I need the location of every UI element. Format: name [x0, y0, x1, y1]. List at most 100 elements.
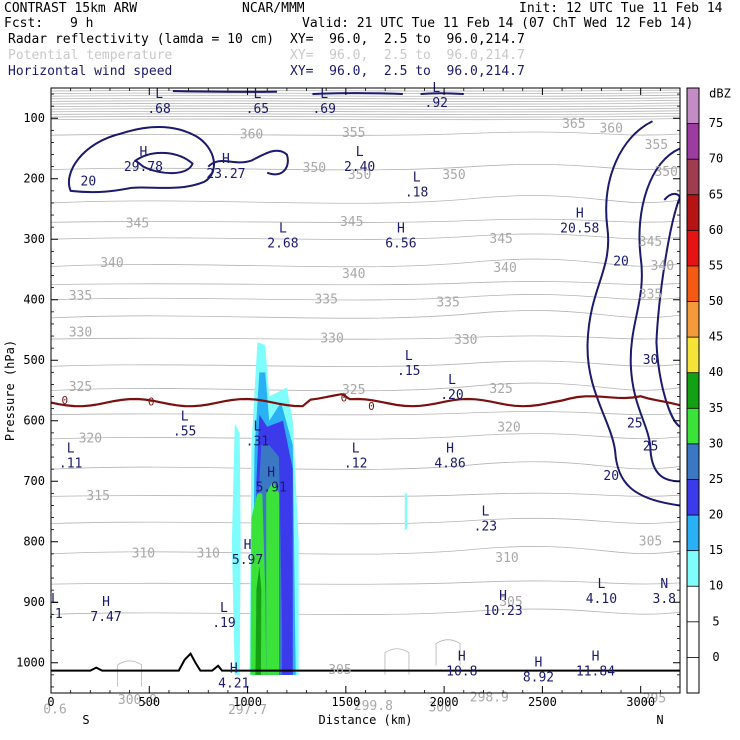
- extremum-type: H: [592, 649, 600, 664]
- colorbar-band: [687, 550, 699, 587]
- reflectivity-cell: [404, 493, 408, 530]
- theta-label: 297.7: [228, 703, 267, 718]
- extremum-type: L: [220, 601, 228, 616]
- theta-label: 325: [69, 380, 92, 395]
- field-theta-name: Potential temperature: [8, 48, 173, 63]
- x-tick-label: 2500: [528, 695, 557, 709]
- extremum-type: H: [397, 222, 405, 237]
- north-end-label: N: [656, 713, 663, 727]
- theta-contour: [51, 131, 680, 136]
- theta-label: 330: [454, 333, 477, 348]
- wind-extremum: L.11: [59, 441, 82, 471]
- colorbar-band: [687, 372, 699, 409]
- extremum-type: H: [222, 152, 230, 167]
- y-tick-label: 1000: [16, 655, 45, 669]
- extremum-type: L: [279, 222, 287, 237]
- wind-extremum: N3.8: [653, 577, 676, 607]
- extremum-value: .31: [246, 435, 269, 450]
- freezing-level: [51, 392, 680, 408]
- theta-label: 320: [497, 421, 520, 436]
- wind-extremum: H6.56: [385, 222, 416, 252]
- extremum-type: H: [458, 649, 466, 664]
- forecast-label: Fcst:: [4, 16, 44, 31]
- wind-contour: [207, 149, 289, 176]
- theta-label: 305: [328, 663, 351, 678]
- field-theta-xy: XY= 96.0, 2.5 to 96.0,214.7: [290, 48, 525, 63]
- wind-contour-label: 25: [627, 416, 643, 431]
- field-wind-xy: XY= 96.0, 2.5 to 96.0,214.7: [290, 64, 525, 79]
- wind-contour-label: 20: [81, 174, 97, 189]
- extremum-value: 4.86: [434, 456, 465, 471]
- wind-contour: [629, 147, 680, 483]
- extremum-type: L: [253, 420, 261, 435]
- theta-contour: [51, 100, 680, 102]
- extremum-value: .92: [425, 96, 448, 111]
- theta-label: 325: [489, 382, 512, 397]
- theta-contour: [51, 608, 680, 615]
- colorbar-band: [687, 159, 699, 195]
- extremum-value: .15: [397, 364, 420, 379]
- freezing-level-label: 0: [148, 396, 155, 409]
- extremum-value: 7.47: [90, 610, 121, 625]
- extremum-type: H: [230, 662, 238, 677]
- extremum-type: L: [253, 87, 261, 102]
- x-tick-label: 0: [47, 695, 54, 709]
- theta-contour: [51, 517, 680, 525]
- freezing-level-label: 0: [61, 394, 68, 407]
- x-tick-label: 3000: [626, 695, 655, 709]
- field-reflectivity-xy: XY= 96.0, 2.5 to 96.0,214.7: [290, 32, 525, 47]
- colorbar-label: 30: [709, 436, 723, 450]
- theta-contour: [51, 113, 680, 115]
- reflectivity-cell: [231, 423, 241, 675]
- theta-contour: [51, 258, 680, 268]
- potential-temperature-contours: [51, 89, 680, 687]
- contour-labels: 360 355 365 360 355 350 350 350 350 345 345 345 345 3…: [43, 81, 678, 718]
- theta-label: 360: [599, 122, 622, 137]
- wind-extremum: L.65: [246, 87, 269, 117]
- colorbar-band: [687, 479, 699, 516]
- theta-contour: [51, 218, 680, 223]
- colorbar-band: [687, 586, 699, 622]
- theta-label: 320: [79, 431, 102, 446]
- theta-contour: [51, 97, 680, 100]
- theta-label: 330: [69, 326, 92, 341]
- colorbar-label: 15: [709, 543, 723, 557]
- theta-contour: [51, 546, 680, 555]
- wind-extremum: L.1: [47, 592, 63, 622]
- extremum-value: 20.58: [560, 222, 599, 237]
- extremum-value: .69: [312, 102, 335, 117]
- theta-contour: [51, 94, 680, 97]
- colorbar-label: 55: [709, 258, 723, 272]
- x-tick-label: 2000: [430, 695, 459, 709]
- theta-contour: [51, 461, 680, 470]
- colorbar-band: [687, 621, 699, 658]
- freezing-level-label: 0: [341, 391, 348, 404]
- extremum-type: L: [597, 577, 605, 592]
- reflectivity-cell: [266, 481, 280, 675]
- theta-label: 345: [126, 217, 149, 232]
- theta-contour: [51, 110, 680, 113]
- extremum-value: .23: [474, 519, 497, 534]
- colorbar-band: [687, 230, 699, 266]
- extremum-value: 3.8: [653, 592, 676, 607]
- theta-label: 365: [562, 117, 585, 132]
- extremum-value: 6.56: [385, 237, 416, 252]
- colorbar-label: 65: [709, 187, 723, 201]
- colorbar-label: 25: [709, 472, 723, 486]
- extremum-value: .12: [344, 456, 367, 471]
- colorbar-label: 70: [709, 152, 723, 166]
- colorbar-band: [687, 443, 699, 480]
- reflectivity-fill: [231, 342, 408, 675]
- extremum-type: L: [352, 441, 360, 456]
- theta-contour: [117, 660, 143, 687]
- theta-contour: [51, 281, 680, 286]
- y-tick-label: 200: [23, 171, 45, 185]
- colorbar-label: 60: [709, 223, 723, 237]
- theta-label: 330: [320, 332, 343, 347]
- wind-extremum: L.92: [425, 81, 448, 111]
- wind-contour: [312, 92, 403, 96]
- extremum-value: 10.23: [484, 604, 523, 619]
- y-tick-label: 400: [23, 292, 45, 306]
- model-title: CONTRAST 15km ARW: [4, 1, 138, 16]
- colorbar-label: 20: [709, 508, 723, 522]
